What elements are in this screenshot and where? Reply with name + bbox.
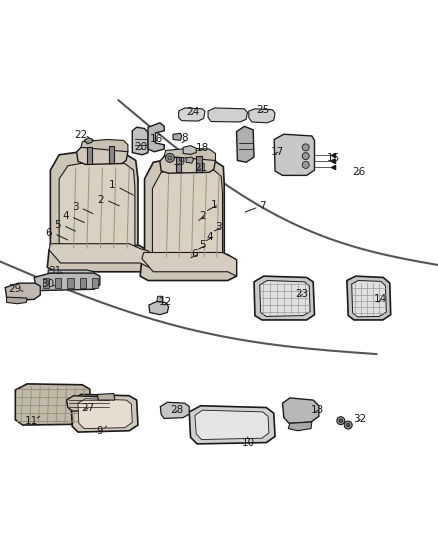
Circle shape	[337, 417, 345, 425]
Polygon shape	[157, 296, 163, 302]
Polygon shape	[260, 280, 310, 317]
Text: 26: 26	[353, 167, 366, 177]
Text: 14: 14	[374, 294, 387, 304]
Polygon shape	[283, 398, 319, 423]
Polygon shape	[149, 302, 169, 314]
Polygon shape	[97, 393, 115, 400]
Polygon shape	[48, 270, 94, 278]
Text: 2: 2	[199, 211, 206, 221]
Text: 5: 5	[199, 240, 206, 251]
Polygon shape	[160, 154, 215, 173]
Polygon shape	[164, 148, 215, 160]
Bar	[176, 157, 181, 172]
Polygon shape	[49, 244, 149, 268]
Text: 31: 31	[48, 266, 61, 276]
Polygon shape	[132, 127, 148, 155]
Bar	[196, 156, 202, 172]
Text: 1: 1	[211, 200, 218, 210]
Text: 22: 22	[74, 130, 88, 140]
Polygon shape	[249, 109, 275, 123]
Circle shape	[302, 161, 309, 168]
Polygon shape	[173, 133, 182, 140]
Text: 15: 15	[327, 153, 340, 163]
Text: 29: 29	[8, 284, 21, 294]
Bar	[87, 147, 92, 164]
Circle shape	[166, 154, 174, 162]
Polygon shape	[189, 406, 275, 444]
Polygon shape	[78, 399, 132, 429]
Text: 10: 10	[242, 438, 255, 448]
Text: 25: 25	[256, 104, 269, 115]
Polygon shape	[34, 273, 100, 290]
Polygon shape	[59, 162, 135, 253]
FancyBboxPatch shape	[80, 278, 86, 287]
Text: 18: 18	[196, 143, 209, 154]
Text: 27: 27	[81, 402, 94, 413]
Polygon shape	[81, 140, 128, 152]
FancyBboxPatch shape	[55, 278, 61, 287]
Text: 28: 28	[170, 405, 184, 415]
Text: 19: 19	[173, 157, 186, 167]
Text: 2: 2	[97, 195, 104, 205]
Circle shape	[346, 423, 350, 427]
Text: 6: 6	[191, 249, 198, 259]
Polygon shape	[274, 134, 314, 175]
Polygon shape	[84, 138, 93, 144]
Polygon shape	[179, 108, 205, 121]
Polygon shape	[47, 246, 149, 272]
Polygon shape	[152, 168, 223, 261]
FancyBboxPatch shape	[43, 278, 49, 287]
Text: 1: 1	[108, 181, 115, 190]
Text: 23: 23	[296, 289, 309, 298]
Circle shape	[302, 144, 309, 151]
Polygon shape	[208, 108, 247, 122]
Polygon shape	[254, 276, 314, 320]
Text: 7: 7	[259, 201, 266, 211]
Text: 4: 4	[207, 232, 214, 242]
Polygon shape	[5, 283, 40, 301]
Polygon shape	[77, 146, 128, 165]
Text: 11: 11	[25, 416, 38, 426]
Text: 9: 9	[96, 426, 103, 436]
Polygon shape	[145, 158, 224, 262]
FancyBboxPatch shape	[92, 278, 98, 287]
Text: 3: 3	[215, 222, 222, 232]
Text: 4: 4	[62, 211, 69, 221]
Polygon shape	[183, 146, 196, 155]
Polygon shape	[142, 253, 237, 276]
Polygon shape	[195, 410, 269, 440]
Polygon shape	[186, 157, 194, 163]
Text: 21: 21	[194, 163, 207, 173]
Text: 8: 8	[181, 133, 188, 143]
Polygon shape	[352, 280, 386, 317]
Circle shape	[302, 152, 309, 159]
Polygon shape	[15, 384, 91, 425]
Text: 16: 16	[150, 134, 163, 144]
Circle shape	[339, 419, 343, 423]
Text: 6: 6	[46, 228, 53, 238]
Text: 24: 24	[186, 107, 199, 117]
Polygon shape	[347, 276, 391, 320]
Text: 20: 20	[134, 142, 148, 152]
Text: 12: 12	[159, 297, 172, 308]
Bar	[109, 147, 114, 163]
Text: 5: 5	[54, 220, 61, 230]
Text: 3: 3	[72, 203, 79, 212]
Text: 30: 30	[41, 279, 54, 289]
Polygon shape	[160, 402, 189, 418]
Polygon shape	[140, 254, 237, 280]
Text: 32: 32	[353, 414, 367, 424]
Text: 17: 17	[271, 147, 284, 157]
Polygon shape	[50, 152, 138, 254]
FancyBboxPatch shape	[67, 278, 74, 287]
Polygon shape	[7, 297, 27, 304]
Text: 13: 13	[311, 405, 324, 415]
Polygon shape	[237, 126, 254, 162]
Polygon shape	[288, 422, 312, 431]
Polygon shape	[148, 123, 164, 152]
Circle shape	[168, 156, 172, 160]
Circle shape	[344, 421, 352, 429]
Polygon shape	[67, 395, 110, 411]
Polygon shape	[71, 394, 138, 432]
